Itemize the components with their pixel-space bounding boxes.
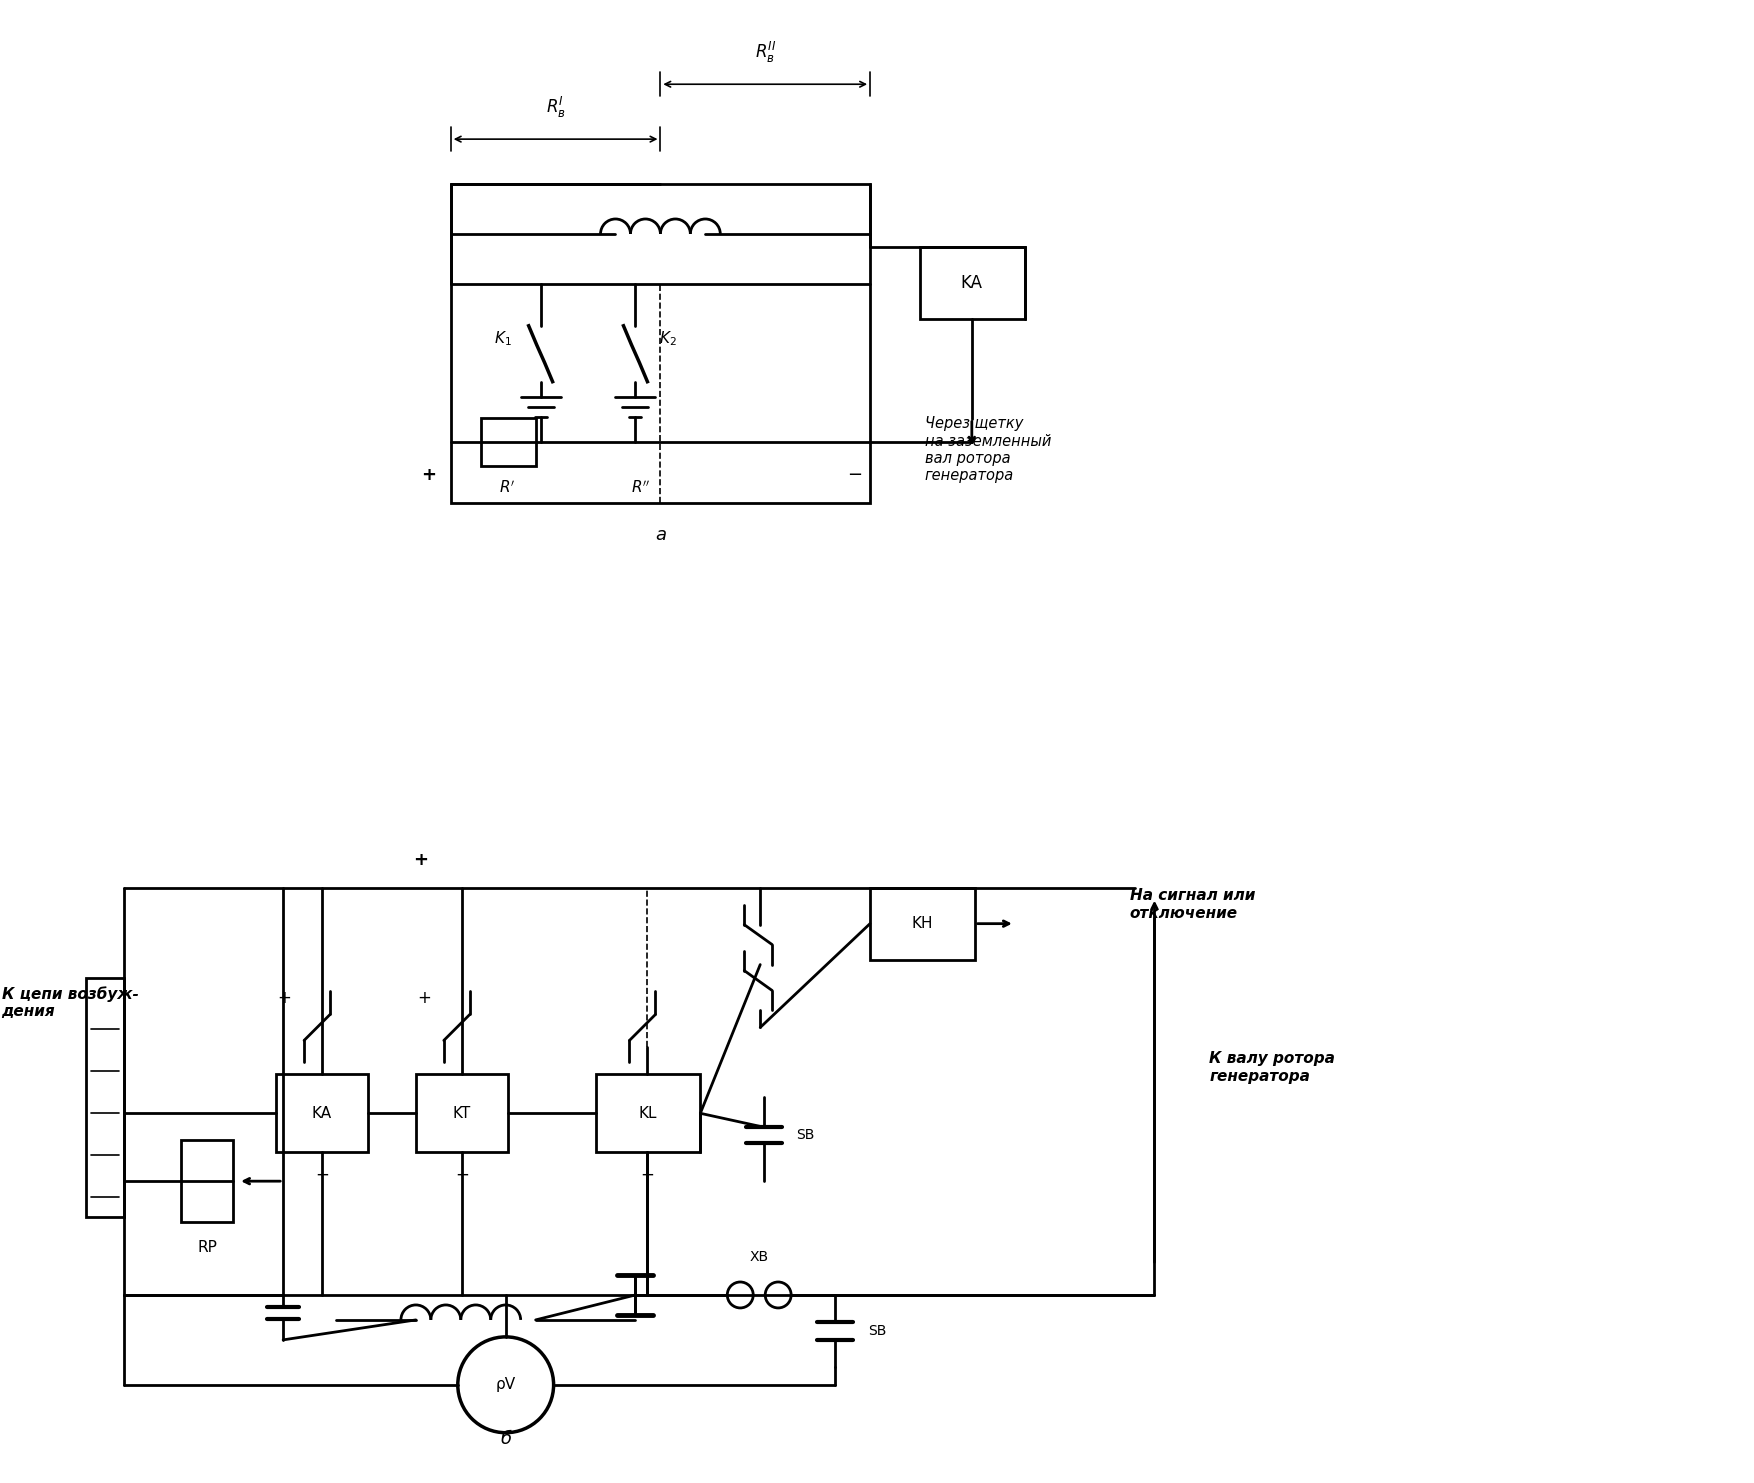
- Bar: [86, 977, 125, 1218]
- Text: SB: SB: [796, 1129, 814, 1142]
- Text: $K_2$: $K_2$: [658, 329, 677, 349]
- Bar: [919, 248, 1024, 319]
- Bar: [275, 1074, 368, 1152]
- Text: $R_в^I$: $R_в^I$: [545, 95, 565, 120]
- Text: XB: XB: [749, 1250, 768, 1264]
- Bar: [416, 1074, 507, 1152]
- Text: KT: KT: [453, 1106, 470, 1121]
- Text: −: −: [640, 1166, 654, 1183]
- Text: б: б: [500, 1430, 510, 1447]
- Text: KA: KA: [961, 274, 982, 292]
- Text: −: −: [847, 467, 863, 485]
- Text: +: +: [414, 851, 428, 869]
- Text: $R''$: $R''$: [631, 479, 651, 495]
- Text: На сигнал или
отключение: На сигнал или отключение: [1130, 888, 1254, 921]
- Text: +: +: [277, 989, 291, 1007]
- Text: $K_1$: $K_1$: [495, 329, 512, 349]
- Text: $R'$: $R'$: [500, 479, 516, 495]
- Bar: [596, 1074, 700, 1152]
- Text: +: +: [421, 467, 437, 485]
- Bar: [870, 888, 975, 960]
- Text: $R_в^{II}$: $R_в^{II}$: [754, 40, 775, 65]
- Text: KH: KH: [910, 916, 933, 931]
- Text: Через щетку
на заземленный
вал ротора
генератора: Через щетку на заземленный вал ротора ге…: [924, 417, 1051, 483]
- Text: К цепи возбуж-
дения: К цепи возбуж- дения: [2, 986, 139, 1019]
- Bar: [481, 418, 535, 466]
- Text: К валу ротора
генератора: К валу ротора генератора: [1209, 1051, 1335, 1084]
- Text: SB: SB: [868, 1324, 886, 1338]
- Bar: [181, 1140, 233, 1222]
- Text: RP: RP: [196, 1240, 217, 1255]
- Text: −: −: [316, 1166, 330, 1183]
- Text: KA: KA: [312, 1106, 332, 1121]
- Bar: [451, 184, 870, 503]
- Text: +: +: [417, 989, 431, 1007]
- Text: ρV: ρV: [496, 1378, 516, 1393]
- Text: KL: KL: [638, 1106, 656, 1121]
- Text: a: a: [654, 526, 667, 544]
- Text: −: −: [454, 1166, 468, 1183]
